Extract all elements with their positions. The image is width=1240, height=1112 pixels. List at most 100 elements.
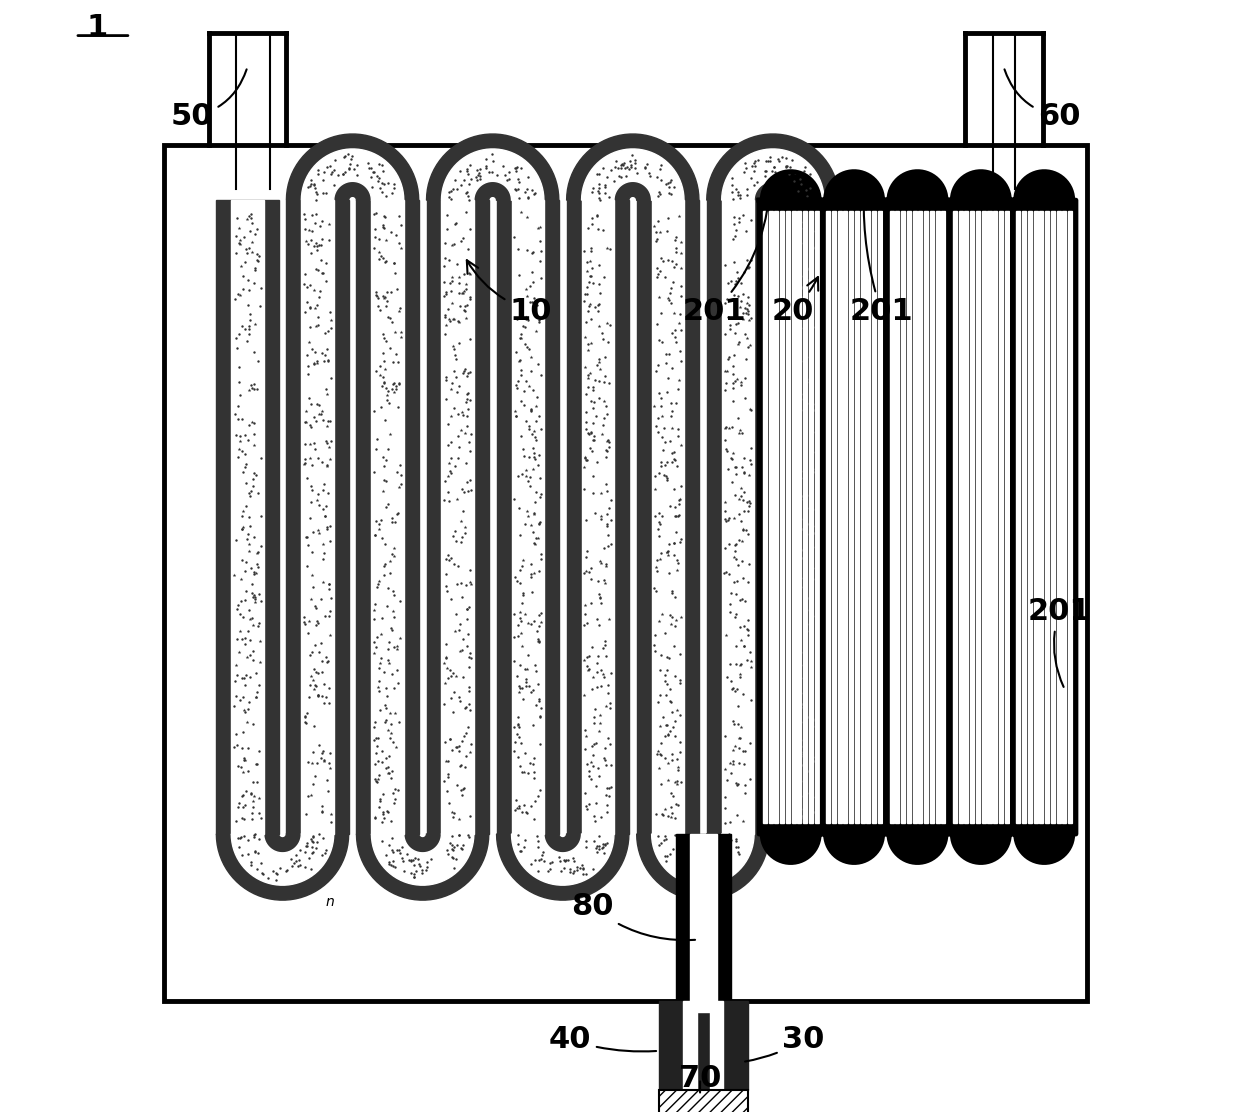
Point (371, 179, 391, 197)
Point (578, 755, 598, 773)
Point (804, 607, 823, 625)
Point (801, 782, 821, 800)
Point (665, 444, 684, 461)
Point (725, 373, 745, 390)
Point (508, 240, 528, 258)
Point (383, 857, 403, 875)
Point (455, 185, 475, 202)
Point (321, 369, 341, 387)
Point (810, 262, 830, 280)
Point (312, 403, 332, 420)
Point (516, 467, 536, 485)
Point (306, 754, 326, 772)
Point (443, 180, 463, 198)
Point (810, 349, 830, 367)
Point (671, 305, 691, 322)
Point (738, 288, 758, 306)
Point (587, 843, 606, 861)
Point (455, 360, 475, 378)
Point (696, 857, 715, 875)
Point (660, 606, 680, 624)
Point (658, 251, 678, 269)
Polygon shape (683, 1001, 697, 1090)
Point (516, 671, 536, 688)
Point (805, 711, 825, 728)
Point (595, 835, 615, 853)
Point (368, 515, 388, 533)
Point (363, 610, 383, 628)
Polygon shape (441, 149, 544, 200)
Point (508, 170, 528, 188)
Text: 1: 1 (87, 13, 108, 42)
Point (787, 225, 807, 242)
Point (528, 838, 548, 856)
Point (267, 871, 286, 888)
Point (719, 825, 739, 843)
Point (308, 492, 327, 509)
Point (233, 669, 253, 687)
Polygon shape (286, 135, 419, 200)
Point (510, 526, 529, 544)
Point (655, 727, 675, 745)
Point (722, 176, 742, 193)
Point (732, 632, 751, 649)
Point (661, 723, 681, 741)
Point (244, 380, 264, 398)
Point (578, 662, 598, 679)
Point (389, 375, 409, 393)
Point (232, 443, 252, 460)
Point (241, 632, 260, 649)
Point (667, 775, 687, 793)
Point (749, 151, 769, 169)
Point (523, 755, 543, 773)
Point (377, 282, 397, 300)
Point (599, 438, 619, 456)
Point (567, 858, 587, 876)
Point (573, 860, 593, 877)
Point (317, 484, 337, 502)
Point (367, 773, 387, 791)
Point (802, 443, 822, 460)
Point (234, 426, 254, 444)
Point (660, 284, 680, 301)
Point (650, 185, 670, 202)
Point (580, 753, 600, 771)
Point (294, 613, 314, 631)
Point (267, 865, 286, 883)
Point (666, 667, 686, 685)
Point (672, 850, 692, 867)
Point (807, 181, 827, 199)
Point (306, 235, 326, 252)
Point (529, 562, 549, 579)
Point (365, 220, 384, 238)
Point (650, 661, 670, 678)
Point (304, 237, 324, 255)
Point (671, 436, 691, 454)
Point (441, 590, 461, 608)
Point (362, 178, 382, 196)
Point (443, 664, 463, 682)
Point (300, 395, 320, 413)
Point (573, 865, 593, 883)
Point (734, 163, 754, 181)
Point (578, 262, 598, 280)
Point (522, 292, 542, 310)
Point (665, 507, 684, 525)
Point (661, 279, 681, 297)
Point (435, 306, 455, 324)
Point (785, 728, 805, 746)
Point (521, 754, 541, 772)
Polygon shape (1068, 211, 1073, 823)
Point (724, 286, 744, 304)
Point (456, 407, 476, 425)
Point (515, 183, 534, 201)
Point (513, 440, 533, 458)
Point (505, 743, 525, 761)
Point (596, 505, 616, 523)
Point (435, 326, 455, 344)
Polygon shape (689, 834, 717, 1012)
Polygon shape (636, 834, 769, 900)
Point (670, 706, 689, 724)
Point (512, 202, 532, 220)
Point (769, 152, 789, 170)
